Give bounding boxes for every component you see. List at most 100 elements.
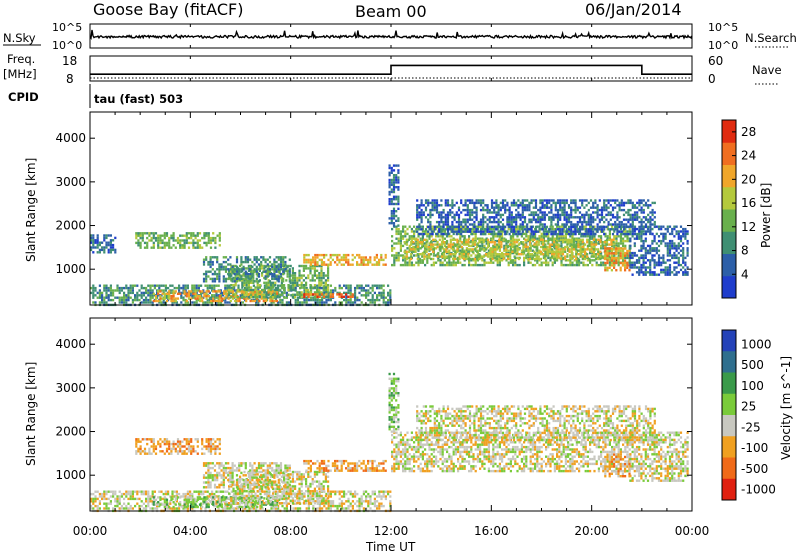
heatmap-cell [473,230,476,233]
heatmap-cell [501,201,505,205]
heatmap-cell [414,248,417,251]
heatmap-cell [626,252,629,255]
heatmap-cell [509,261,512,264]
heatmap-cell [245,291,248,294]
heatmap-cell [251,260,254,264]
heatmap-cell [105,294,108,297]
heatmap-cell [451,201,454,205]
heatmap-cell [530,218,533,221]
heatmap-cell [139,246,142,249]
heatmap-cell [309,267,312,270]
heatmap-cell [537,255,540,258]
heatmap-cell [373,298,376,302]
heatmap-cell [323,301,326,304]
heatmap-cell [422,211,425,214]
heatmap-cell [405,255,408,258]
heatmap-cell [471,211,474,214]
heatmap-cell [544,243,547,246]
heatmap-cell [476,227,479,231]
heatmap-cell [675,254,678,257]
heatmap-cell [510,201,513,205]
heatmap-cell [283,296,286,299]
heatmap-cell [429,225,432,229]
heatmap-cell [616,225,619,229]
heatmap-cell [282,277,285,281]
heatmap-cell [673,244,676,248]
heatmap-cell [237,286,240,290]
heatmap-cell [505,254,508,257]
heatmap-cell [314,298,317,302]
heatmap-cell [537,243,540,246]
heatmap-cell [509,239,512,243]
heatmap-cell [421,237,424,240]
heatmap-cell [460,230,463,233]
heatmap-cell [600,213,604,217]
heatmap-cell [429,216,432,219]
heatmap-cell [602,263,605,267]
heatmap-cell [564,250,567,253]
heatmap-cell [262,270,265,273]
heatmap-cell [580,239,583,243]
heatmap-cell [619,252,622,255]
heatmap-cell [420,228,423,231]
heatmap-cell [605,204,608,207]
heatmap-cell [200,291,203,295]
heatmap-cell [499,216,502,219]
heatmap-cell [378,286,381,290]
heatmap-cell [591,235,594,238]
heatmap-cell [651,213,654,217]
heatmap-cell [629,254,632,257]
heatmap-cell [638,259,641,262]
heatmap-cell [218,236,221,240]
heatmap-cell [484,204,487,207]
heatmap-cell [233,296,236,299]
heatmap-cell [209,265,212,269]
heatmap-cell [220,299,224,303]
heatmap-cell [570,253,573,256]
heatmap-cell [202,280,206,283]
heatmap-cell [617,244,620,248]
heatmap-cell [581,238,584,241]
heatmap-cell [512,237,515,240]
heatmap-cell [620,223,623,226]
heatmap-cell [543,218,546,221]
heatmap-cell [230,286,233,290]
heatmap-cell [261,274,264,277]
heatmap-cell [416,238,419,241]
heatmap-cell [376,296,379,299]
heatmap-cell [324,296,327,299]
heatmap-cell [249,268,252,271]
heatmap-cell [431,204,434,207]
heatmap-cell [325,263,328,266]
heatmap-cell [402,256,405,260]
heatmap-cell [497,218,500,221]
heatmap-cell [323,284,326,287]
heatmap-cell [351,293,354,296]
heatmap-cell [640,225,643,228]
heatmap-region-13 [629,225,689,276]
heatmap-cell [604,235,607,238]
heatmap-cell [603,225,606,229]
heatmap-cell [397,227,400,231]
heatmap-cell [497,213,500,217]
heatmap-cell [429,201,432,205]
heatmap-cell [435,208,439,212]
heatmap-cell [342,253,345,257]
heatmap-cell [581,250,584,253]
heatmap-cell [558,239,561,243]
heatmap-cell [397,259,400,262]
heatmap-cell [657,227,661,231]
heatmap-cell [480,255,483,258]
heatmap-cell [515,232,518,236]
heatmap-cell [633,206,637,209]
heatmap-cell [523,256,526,260]
heatmap-cell [343,291,346,295]
heatmap-cell [560,263,563,267]
heatmap-cell [402,263,405,267]
heatmap-cell [420,220,423,224]
heatmap-cell [517,230,520,233]
heatmap-cell [664,271,667,274]
heatmap-cell [466,211,469,214]
heatmap-cell [219,301,222,304]
heatmap-cell [364,258,367,262]
